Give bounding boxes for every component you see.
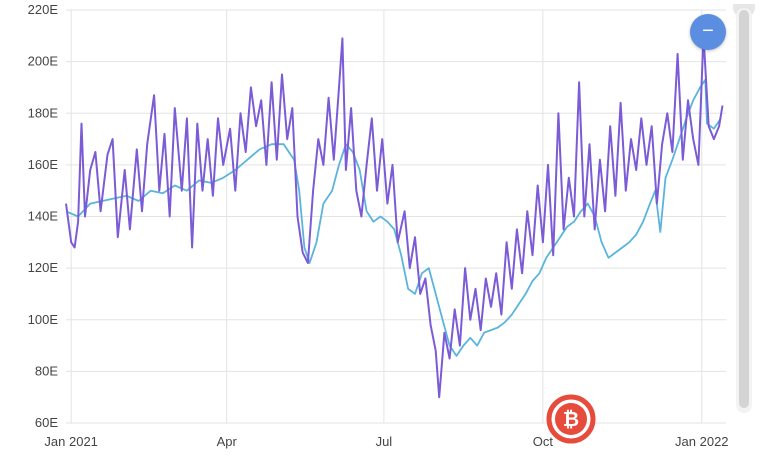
bitcoin-logo-ring [546,394,596,444]
bitcoin-logo-glyph: ₿ [563,407,579,431]
vertical-scrollbar-thumb[interactable] [739,10,749,408]
y-tick-label: 100E [28,312,59,327]
x-tick-label: Oct [533,434,554,449]
y-tick-label: 80E [35,363,58,378]
series-line-purple [65,34,724,399]
bitcoin-logo-watermark: ₿ [546,394,596,444]
x-tick-label: Jul [376,434,393,449]
y-tick-label: 200E [28,54,59,69]
y-tick-label: 180E [28,105,59,120]
y-tick-label: 60E [35,415,58,430]
x-tick-label: Jan 2021 [44,434,98,449]
bitcoin-logo-core [555,403,587,435]
x-tick-label: Jan 2022 [675,434,729,449]
y-tick-label: 140E [28,209,59,224]
collapse-button[interactable]: − [690,14,726,50]
x-tick-label: Apr [217,434,238,449]
y-tick-label: 120E [28,260,59,275]
y-tick-label: 220E [28,2,59,17]
y-tick-label: 160E [28,157,59,172]
